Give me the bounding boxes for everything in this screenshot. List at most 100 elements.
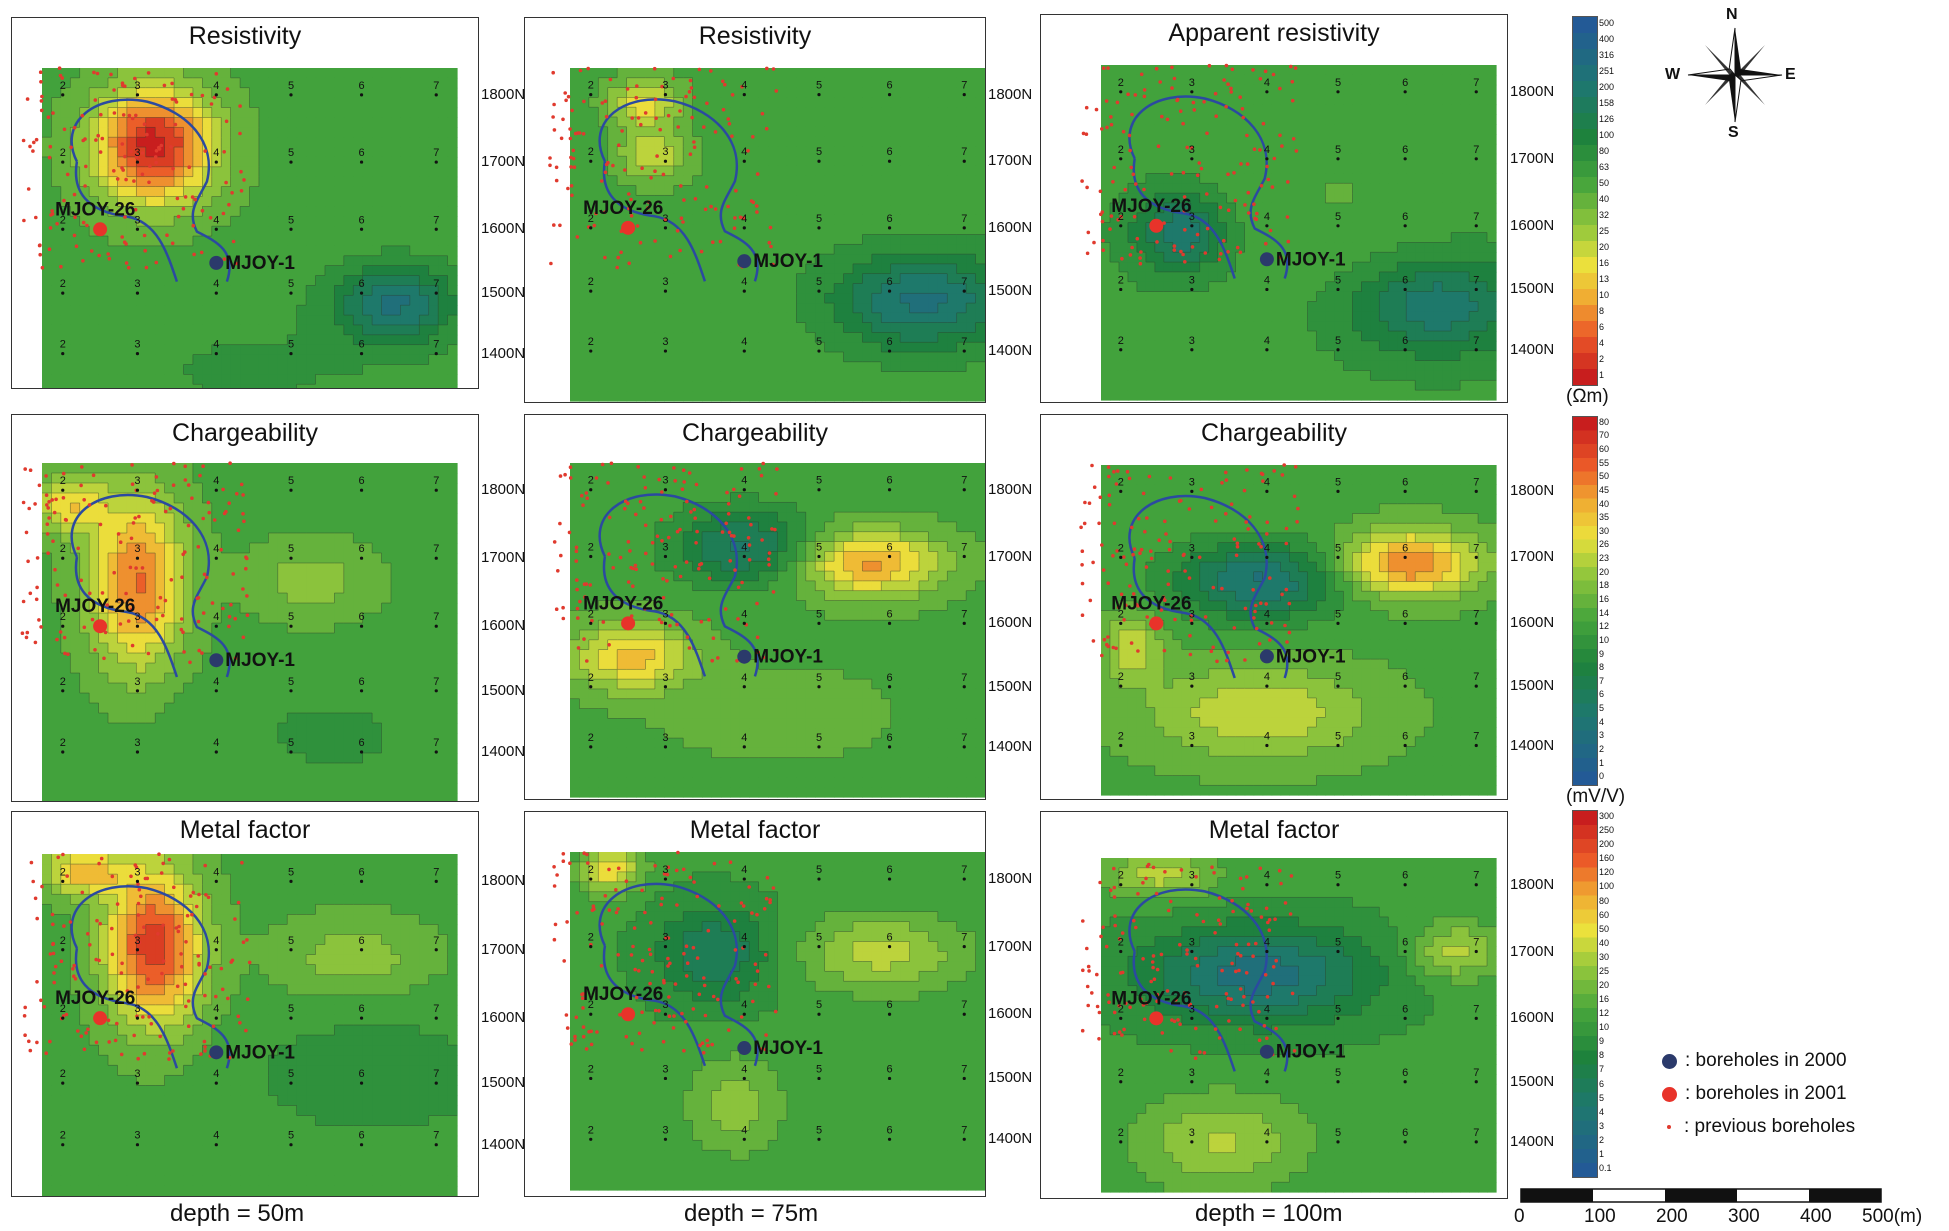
line-number-label: 3 xyxy=(134,935,140,947)
compass-w-label: W xyxy=(1665,66,1681,83)
line-number-label: 4 xyxy=(741,80,747,92)
line-number-label: 5 xyxy=(816,336,822,348)
northing-label: 1400N xyxy=(481,1135,526,1153)
colorbar-tick-label: 400 xyxy=(1599,34,1615,44)
line-number-label: 7 xyxy=(433,1130,439,1142)
line-number-label: 4 xyxy=(741,932,747,944)
line-number-label: 5 xyxy=(1335,870,1341,882)
line-number-label: 4 xyxy=(1264,1003,1270,1015)
line-number-label: 4 xyxy=(213,1130,219,1142)
line-number-label: 6 xyxy=(1402,542,1408,554)
scale-bar xyxy=(1520,1188,1882,1203)
northing-label: 1500N xyxy=(481,681,526,699)
line-number-label: 5 xyxy=(816,146,822,158)
previous-boreholes xyxy=(22,852,252,1061)
contour-map: 2 3 4 5 6 7 2 3 4 5 6 7 2 3 4 5 6 7 2 3 4 5 6 7 2 3 4 5 6 7 MJOY-26 MJO… xyxy=(1079,463,1497,796)
borehole-mjoy26 xyxy=(621,616,636,631)
borehole-mjoy1 xyxy=(209,1045,224,1060)
colorbar-tick-label: 13 xyxy=(1599,274,1610,284)
line-number-label: 7 xyxy=(961,80,967,92)
contour-map: 2 3 4 5 6 7 2 3 4 5 6 7 2 3 4 5 6 7 2 3 4 5 6 7 2 3 4 5 6 7 MJOY-26 MJO… xyxy=(22,852,458,1196)
line-number-label: 3 xyxy=(662,80,668,92)
colorbar-unit: (Ωm) xyxy=(1566,386,1609,407)
colorbar-tick-label: 55 xyxy=(1599,457,1610,468)
colorbar-tick-label: 10 xyxy=(1599,290,1610,300)
line-number-label: 2 xyxy=(588,932,594,944)
colorbar-tick-label: 8 xyxy=(1599,1050,1605,1061)
borehole-label-mjoy1: MJOY-1 xyxy=(753,647,823,668)
geology-outline xyxy=(1128,494,1289,679)
line-number-label: 4 xyxy=(1264,608,1270,620)
line-number-label: 6 xyxy=(886,608,892,620)
line-number-label: 3 xyxy=(1189,542,1195,554)
line-number-label: 3 xyxy=(1189,1127,1195,1139)
line-number-label: 5 xyxy=(1335,542,1341,554)
borehole-label-mjoy26: MJOY-26 xyxy=(1111,988,1191,1009)
line-number-label: 5 xyxy=(288,1130,294,1142)
line-number-label: 7 xyxy=(961,672,967,684)
line-number-label: 2 xyxy=(588,80,594,92)
colorbar-tick-label: 12 xyxy=(1599,621,1610,632)
line-number-label: 5 xyxy=(288,866,294,878)
line-number-label: 4 xyxy=(741,146,747,158)
line-number-label: 6 xyxy=(1402,476,1408,488)
line-number-label: 6 xyxy=(358,737,364,749)
line-number-label: 5 xyxy=(1335,731,1341,743)
northing-label: 1400N xyxy=(988,1130,1033,1148)
line-number-label: 4 xyxy=(741,276,747,288)
previous-boreholes xyxy=(548,66,779,270)
borehole-label-mjoy1: MJOY-1 xyxy=(753,251,823,272)
line-number-label: 5 xyxy=(816,276,822,288)
line-number-label: 4 xyxy=(213,339,219,351)
line-number-label: 6 xyxy=(886,336,892,348)
northing-label: 1600N xyxy=(1510,216,1555,234)
line-number-label: 5 xyxy=(288,80,294,92)
line-number-label: 7 xyxy=(1473,1127,1479,1139)
line-number-label: 5 xyxy=(1335,211,1341,223)
line-number-label: 2 xyxy=(60,278,66,290)
northing-label: 1700N xyxy=(988,152,1033,170)
colorbar-tick-label: 23 xyxy=(1599,553,1610,564)
map-panel: 2 3 4 5 6 7 2 3 4 5 6 7 2 3 4 5 6 7 2 3 4 5 6 7 2 3 4 5 6 7 MJOY-26 MJO… xyxy=(11,811,479,1197)
line-number-label: 4 xyxy=(1264,1127,1270,1139)
line-number-label: 2 xyxy=(60,611,66,623)
legend-previous-boreholes: : previous boreholes xyxy=(1662,1116,1855,1138)
northing-label: 1800N xyxy=(1510,482,1555,500)
line-number-label: 7 xyxy=(433,475,439,487)
line-number-label: 4 xyxy=(213,676,219,688)
line-number-label: 6 xyxy=(886,276,892,288)
compass-s-label: S xyxy=(1728,124,1739,141)
borehole-mjoy26 xyxy=(621,220,636,235)
line-number-label: 5 xyxy=(1335,1003,1341,1015)
colorbar-tick-label: 8 xyxy=(1599,306,1605,316)
line-number-label: 6 xyxy=(358,80,364,92)
colorbar-tick-label: 10 xyxy=(1599,1022,1610,1033)
line-number-label: 5 xyxy=(288,278,294,290)
colorbar-tick-label: 158 xyxy=(1599,98,1615,108)
colorbar-tick-label: 6 xyxy=(1599,1078,1605,1089)
colorbar-tick-label: 70 xyxy=(1599,430,1610,441)
line-number-label: 5 xyxy=(288,1003,294,1015)
line-number-label: 4 xyxy=(741,1124,747,1136)
colorbar-tick-label: 20 xyxy=(1599,242,1610,252)
colorbar-tick-label: 3 xyxy=(1599,1120,1605,1131)
borehole-mjoy1 xyxy=(209,653,224,668)
line-number-label: 3 xyxy=(1189,731,1195,743)
line-number-label: 5 xyxy=(288,543,294,555)
line-number-label: 5 xyxy=(816,1124,822,1136)
line-number-label: 4 xyxy=(741,1063,747,1075)
line-number-label: 3 xyxy=(662,276,668,288)
line-number-label: 4 xyxy=(741,475,747,487)
line-number-label: 7 xyxy=(1473,274,1479,286)
colorbar-tick-label: 251 xyxy=(1599,66,1615,76)
colorbar-tick-label: 80 xyxy=(1599,895,1610,906)
line-number-label: 6 xyxy=(358,611,364,623)
line-number-label: 6 xyxy=(1402,671,1408,683)
colorbar-tick-label: 0 xyxy=(1599,771,1605,782)
colorbar-tick-label: 14 xyxy=(1599,607,1610,618)
northing-label: 1800N xyxy=(988,870,1033,888)
colorbar-tick-label: 60 xyxy=(1599,444,1610,455)
borehole-label-mjoy1: MJOY-1 xyxy=(225,1042,295,1063)
colorbar-tick-label: 4 xyxy=(1599,716,1605,727)
northing-label: 1700N xyxy=(1510,149,1555,167)
